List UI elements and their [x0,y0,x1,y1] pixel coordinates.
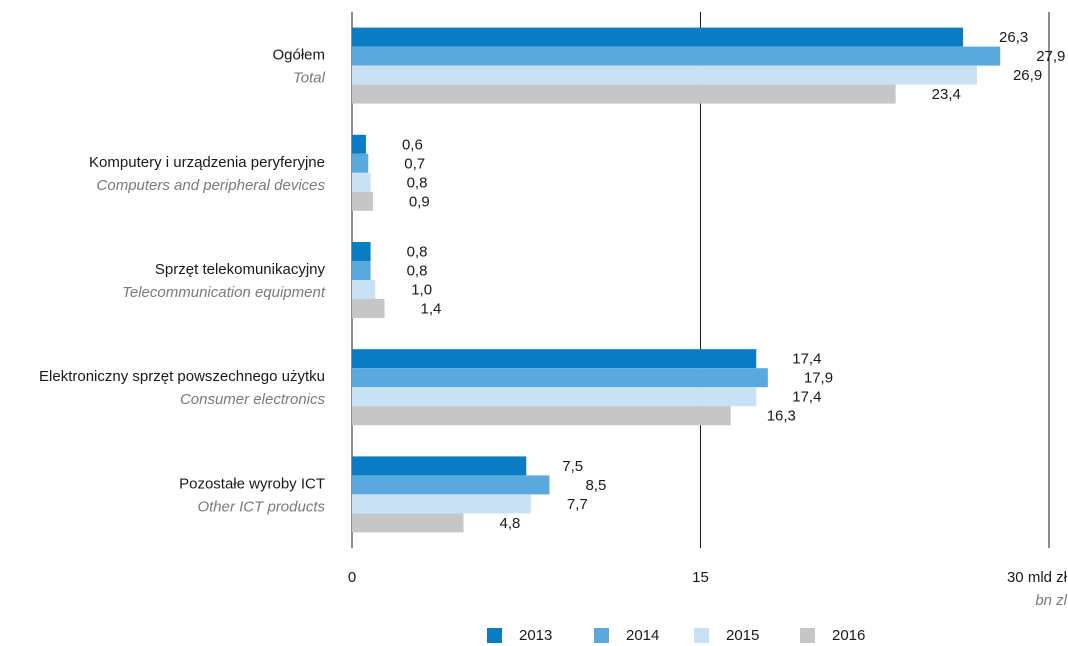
category-label: Pozostałe wyroby ICT [179,475,325,492]
category-label-en: Total [293,70,326,87]
bar [352,475,550,495]
bar [352,494,531,514]
legend-swatch [594,628,609,643]
legend-swatch [487,628,502,643]
value-label: 16,3 [767,408,796,425]
value-label: 4,8 [500,515,521,532]
category-label: Sprzęt telekomunikacyjny [155,261,326,278]
category-label: Komputery i urządzenia peryferyjne [89,154,325,171]
legend-swatch [800,628,815,643]
value-label: 23,4 [932,86,961,103]
category-label-en: Consumer electronics [180,391,326,408]
bar [352,456,527,476]
value-label: 0,7 [404,155,425,172]
value-label: 17,4 [792,389,821,406]
x-tick-label: 30 mld zł [1007,569,1068,586]
value-label: 27,9 [1036,48,1065,65]
value-label: 0,8 [407,262,428,279]
legend-label: 2015 [726,627,759,644]
bar [352,280,376,299]
bar [352,242,371,261]
bar [352,299,385,318]
value-label: 7,7 [567,496,588,513]
value-label: 26,9 [1013,67,1042,84]
value-label: 0,8 [407,174,428,191]
category-label: Elektroniczny sprzęt powszechnego użytku [39,368,325,385]
bar [352,153,369,173]
bar [352,406,731,426]
legend-label: 2016 [832,627,865,644]
legend-swatch [694,628,709,643]
bar [352,46,1001,66]
bar [352,387,757,407]
bar [352,27,964,47]
x-tick-label: 15 [692,569,709,586]
category-label-en: Telecommunication equipment [122,284,326,301]
x-unit-en: bn zl [1035,592,1067,609]
value-label: 0,9 [409,193,430,210]
bar [352,191,373,211]
category-label-en: Other ICT products [197,498,325,515]
bar [352,65,977,85]
legend-label: 2013 [519,627,552,644]
value-label: 8,5 [585,477,606,494]
bar [352,172,371,192]
value-label: 17,9 [804,370,833,387]
x-tick-label: 0 [348,569,356,586]
bar [352,134,366,154]
bar [352,261,371,280]
value-label: 0,8 [407,243,428,260]
bar [352,513,464,533]
category-label-en: Computers and peripheral devices [97,177,326,194]
category-label: Ogółem [272,47,325,64]
bar [352,349,757,369]
value-label: 0,6 [402,136,423,153]
bar [352,368,768,388]
value-label: 26,3 [999,29,1028,46]
value-label: 7,5 [562,458,583,475]
value-label: 17,4 [792,351,821,368]
value-label: 1,0 [411,281,432,298]
value-label: 1,4 [421,300,442,317]
legend-label: 2014 [626,627,659,644]
bar [352,84,896,104]
